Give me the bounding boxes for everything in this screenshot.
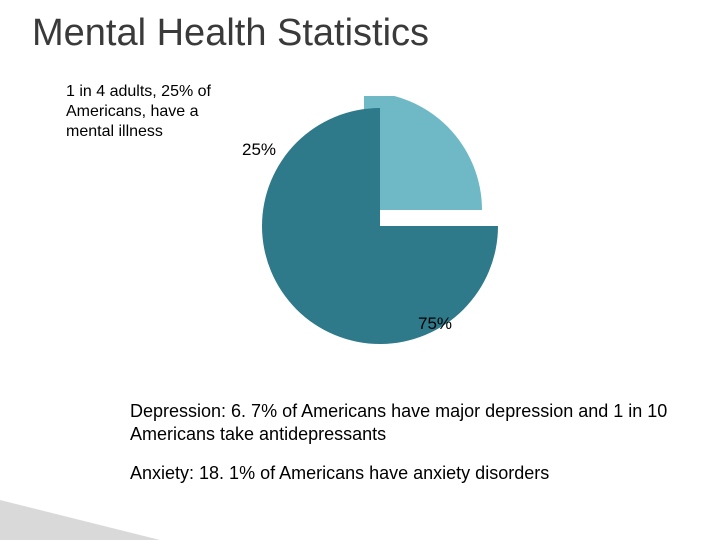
slice-label-75: 75% bbox=[418, 314, 452, 334]
anxiety-text: Anxiety: 18. 1% of Americans have anxiet… bbox=[130, 462, 678, 485]
corner-accent-icon bbox=[0, 480, 160, 540]
pie-slice bbox=[262, 108, 498, 344]
slice-label-25: 25% bbox=[242, 140, 276, 160]
pie-slice bbox=[364, 96, 482, 210]
depression-text: Depression: 6. 7% of Americans have majo… bbox=[130, 400, 678, 446]
pie-caption: 1 in 4 adults, 25% of Americans, have a … bbox=[66, 82, 226, 142]
page-title: Mental Health Statistics bbox=[32, 12, 429, 55]
pie-chart bbox=[250, 96, 510, 356]
